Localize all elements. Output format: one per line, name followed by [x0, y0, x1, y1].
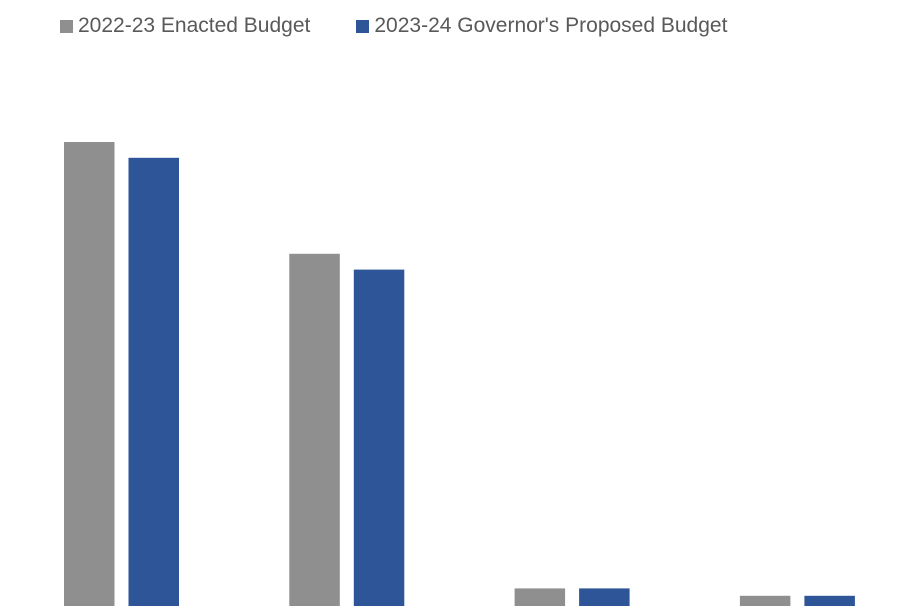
chart-legend: 2022-23 Enacted Budget 2023-24 Governor'…: [60, 14, 727, 38]
bar-enacted-1: [64, 142, 115, 606]
bar-enacted-4: [739, 595, 791, 606]
legend-item-proposed: 2023-24 Governor's Proposed Budget: [356, 14, 727, 38]
legend-label-enacted: 2022-23 Enacted Budget: [78, 14, 311, 37]
legend-item-enacted: 2022-23 Enacted Budget: [60, 14, 310, 38]
bar-proposed-1: [128, 157, 179, 606]
bar-enacted-3: [514, 588, 566, 606]
bar-proposed-3: [579, 588, 630, 606]
bar-proposed-2: [353, 269, 405, 606]
legend-swatch-proposed: [356, 19, 370, 33]
legend-swatch-enacted: [60, 19, 73, 33]
legend-label-proposed: 2023-24 Governor's Proposed Budget: [374, 14, 728, 37]
bar-proposed-4: [804, 595, 855, 606]
bar-enacted-2: [289, 253, 340, 606]
